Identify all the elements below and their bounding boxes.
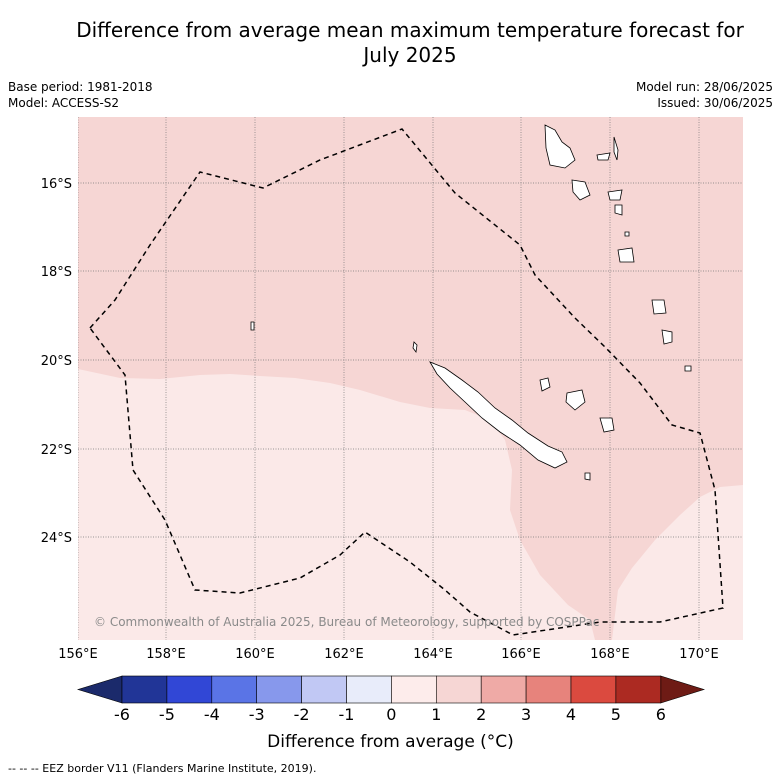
anomaly-region-1-to-2: [78, 117, 743, 640]
colorbar-swatch: [211, 675, 258, 704]
new-caledonia: [429, 361, 568, 469]
lon-label: 166°E: [501, 647, 541, 662]
vanuatu-epi: [607, 189, 623, 201]
model-name: Model: ACCESS-S2: [8, 96, 120, 110]
page-title: Difference from average mean maximum tem…: [40, 18, 780, 68]
colorbar-tick-label: 2: [476, 705, 486, 724]
colorbar-over-arrow: [660, 675, 706, 704]
colorbar-tick-label: 5: [611, 705, 621, 724]
lon-label: 168°E: [590, 647, 630, 662]
island-belep: [412, 341, 418, 354]
eez-footnote: -- -- -- EEZ border V11 (Flanders Marine…: [8, 762, 317, 775]
colorbar-tick-label: -2: [294, 705, 310, 724]
island-loyalty-3: [599, 417, 615, 433]
colorbar-under-arrow: [76, 675, 123, 704]
islet-2: [624, 231, 630, 237]
colorbar-swatch: [480, 675, 527, 704]
lon-labels: 156°E 158°E 160°E 162°E 164°E 166°E 168°…: [58, 647, 719, 662]
vanuatu-espiritu-santo: [544, 124, 576, 169]
colorbar-swatch: [301, 675, 347, 704]
colorbar-swatch: [121, 675, 168, 704]
colorbar-tick-label: -5: [159, 705, 175, 724]
lon-label: 156°E: [58, 647, 98, 662]
colorbar-tick-label: -4: [204, 705, 220, 724]
model-run: Model run: 28/06/2025: [635, 80, 773, 94]
title-line-2: July 2025: [363, 43, 457, 67]
vanuatu-ambae: [596, 152, 611, 161]
lon-label: 170°E: [679, 647, 719, 662]
island-south: [584, 472, 591, 481]
lat-label: 20°S: [41, 354, 72, 369]
vanuatu-shepherd: [614, 204, 623, 216]
island-coastlines: [250, 124, 692, 481]
lat-label: 16°S: [41, 177, 72, 192]
colorbar-swatch: [391, 675, 437, 704]
colorbar-tick-label: 4: [566, 705, 576, 724]
colorbar-label: Difference from average (°C): [267, 732, 514, 752]
vanuatu-efate: [617, 247, 635, 263]
title-line-1: Difference from average mean maximum tem…: [76, 18, 744, 42]
lat-label: 22°S: [41, 443, 72, 458]
colorbar-swatch: [570, 675, 617, 704]
vanuatu-aneityum: [684, 365, 692, 372]
eez-border: [89, 128, 724, 636]
colorbar-tick-label: 3: [521, 705, 531, 724]
colorbar-tick-label: 6: [656, 705, 666, 724]
colorbar-swatch: [615, 675, 662, 704]
lat-labels: 16°S 18°S 20°S 22°S 24°S: [41, 177, 72, 546]
vanuatu-maewo: [613, 136, 619, 161]
meta-left: Base period: 1981-2018 Model: ACCESS-S2: [8, 79, 153, 111]
vanuatu-erromango: [651, 299, 667, 315]
meta-right: Model run: 28/06/2025 Issued: 30/06/2025: [636, 79, 773, 111]
base-period: Base period: 1981-2018: [8, 80, 153, 94]
vanuatu-malekula: [571, 179, 591, 201]
islet-1: [250, 321, 255, 331]
colorbar-tick-label: 1: [431, 705, 441, 724]
lat-label: 24°S: [41, 531, 72, 546]
colorbar-swatch: [435, 675, 482, 704]
colorbar-swatch: [256, 675, 302, 704]
graticule: [78, 117, 743, 640]
copyright-notice: © Commonwealth of Australia 2025, Bureau…: [94, 615, 599, 629]
lon-label: 162°E: [324, 647, 364, 662]
lat-label: 18°S: [41, 265, 72, 280]
island-loyalty-1: [539, 377, 551, 392]
lon-label: 164°E: [413, 647, 453, 662]
vanuatu-tanna: [661, 329, 673, 345]
colorbar-swatch: [525, 675, 572, 704]
colorbar-tick-label: 0: [386, 705, 396, 724]
colorbar: -6 -5 -4 -3 -2 -1 0 1 2 3 4 5 6: [76, 675, 706, 724]
issued-date: Issued: 30/06/2025: [657, 96, 773, 110]
lon-label: 160°E: [235, 647, 275, 662]
colorbar-swatch: [346, 675, 392, 704]
colorbar-swatch: [166, 675, 213, 704]
colorbar-tick-label: -6: [114, 705, 130, 724]
island-loyalty-2: [565, 389, 586, 411]
lon-label: 158°E: [146, 647, 186, 662]
colorbar-tick-label: -1: [339, 705, 355, 724]
colorbar-tick-label: -3: [249, 705, 265, 724]
